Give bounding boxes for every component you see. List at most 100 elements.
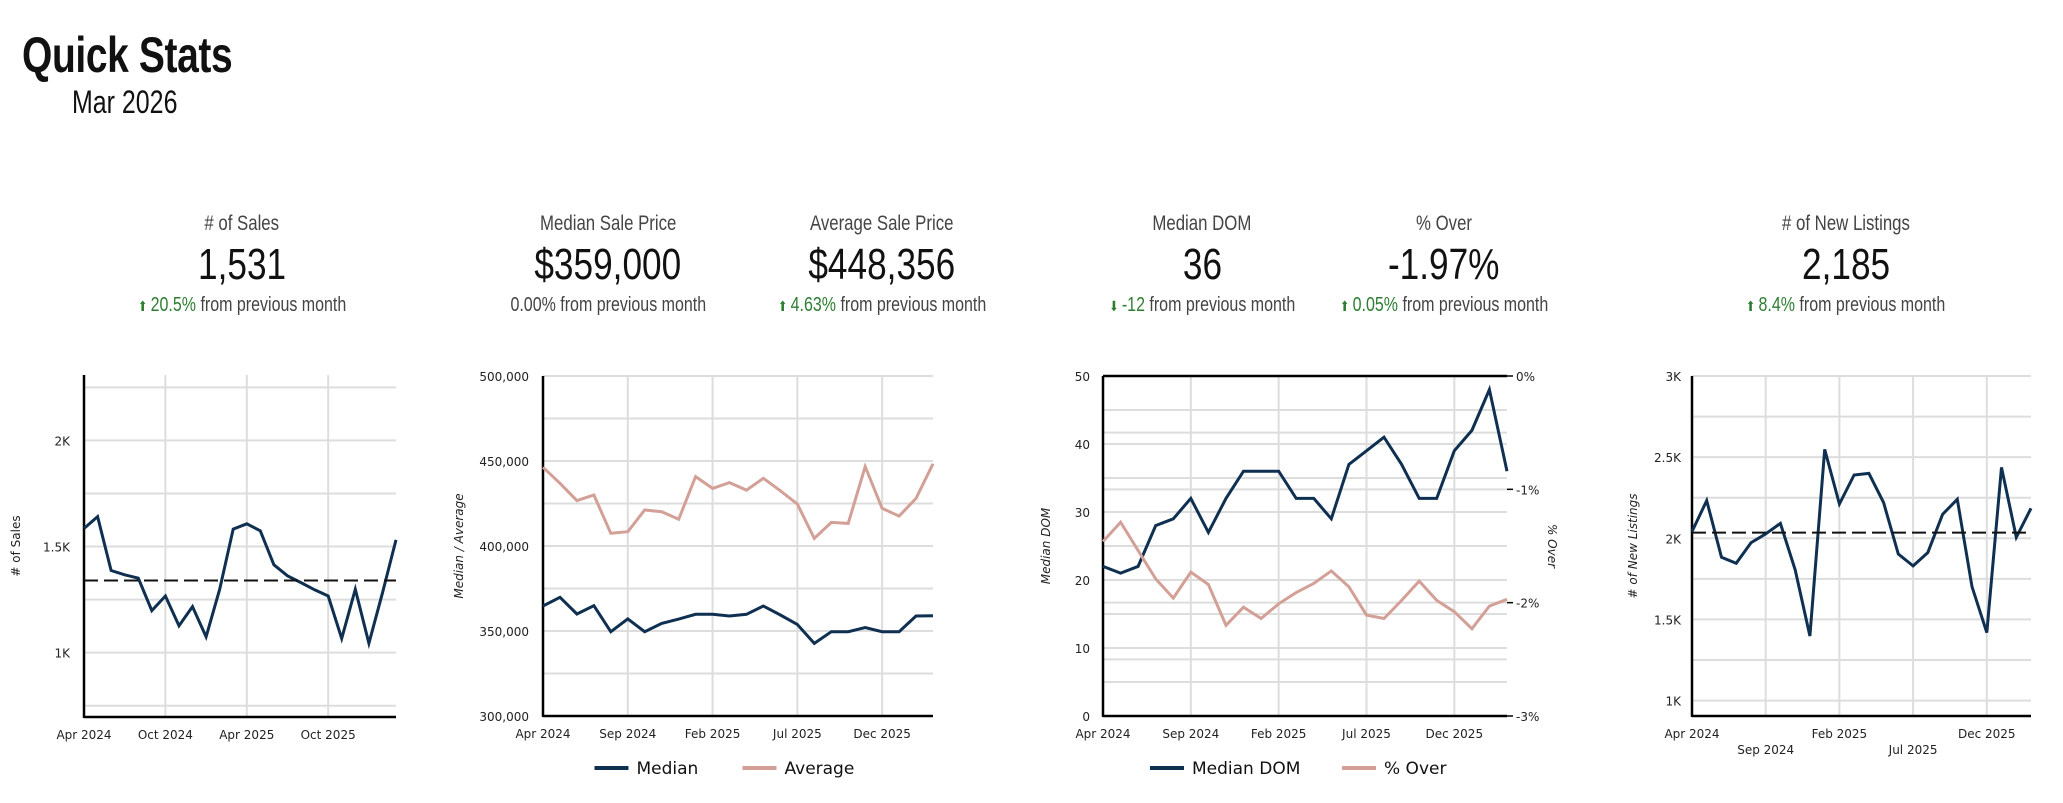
x-tick-label: Sep 2024 [599, 727, 656, 741]
legend-item: Median [594, 759, 699, 779]
x-tick-label: Sep 2024 [1737, 743, 1794, 757]
legend-item: Average [742, 759, 855, 779]
kpi-change-suffix: from previous month [1799, 294, 1946, 316]
x-tick-label: Dec 2025 [853, 727, 911, 741]
x-tick-label: Apr 2024 [56, 728, 111, 742]
kpi-change: 0.00% [510, 294, 556, 316]
legend-item: Median DOM [1150, 759, 1300, 779]
legend-label: Median DOM [1192, 759, 1300, 779]
kpi-change: 20.5% [150, 294, 196, 316]
legend-item: % Over [1342, 759, 1446, 779]
x-tick-label: Oct 2024 [138, 728, 193, 742]
kpi-value: $359,000 [534, 240, 682, 289]
kpi-change-suffix: from previous month [1149, 294, 1295, 316]
series-line--over [1101, 519, 1508, 631]
y-tick-label: 350,000 [479, 625, 529, 639]
report-period: Mar 2026 [72, 84, 178, 120]
kpi-percent-over: % Over -1.97% ⬆ 0.05% from previous month [1244, 212, 1644, 317]
y-tick-label: 400,000 [479, 540, 529, 554]
y-tick-label: 40 [1075, 438, 1090, 452]
kpi-median-dom: Median DOM 36 ⬇ -12 from previous month [1002, 212, 1402, 317]
y-tick-label: 10 [1075, 642, 1090, 656]
y-tick-label: 1.5K [43, 541, 71, 555]
y-tick-label: 450,000 [479, 455, 529, 469]
x-tick-label: Sep 2024 [1162, 727, 1219, 741]
x-tick-label: Apr 2024 [1664, 727, 1719, 741]
kpi-sales: # of Sales 1,531 ⬆ 20.5% from previous mo… [42, 212, 442, 317]
y-tick-label: 3K [1665, 370, 1682, 384]
y-tick-label: 0 [1082, 710, 1090, 724]
x-tick-label: Feb 2025 [1812, 727, 1868, 741]
x-tick-label: Feb 2025 [1251, 727, 1307, 741]
x-tick-label: Jul 2025 [772, 727, 822, 741]
kpi-change: 8.4% [1758, 294, 1796, 316]
series-line-average [541, 462, 935, 541]
kpi-value: 36 [1182, 240, 1222, 289]
x-tick-label: Dec 2025 [1958, 727, 2016, 741]
y-axis-title: Median DOM [1039, 507, 1053, 584]
kpi-change-suffix: from previous month [200, 294, 347, 316]
up-arrow-icon: ⬆ [1746, 298, 1756, 314]
series-line-value [1690, 449, 2033, 637]
x-tick-label: Jul 2025 [1341, 727, 1391, 741]
kpi-new-listings: # of New Listings 2,185 ⬆ 8.4% from previ… [1646, 212, 2046, 317]
y-tick-label: 50 [1075, 370, 1090, 384]
up-arrow-icon: ⬆ [137, 298, 148, 314]
y2-tick-label: -1% [1516, 483, 1539, 497]
kpi-label: Median Sale Price [539, 212, 677, 235]
kpi-value: 1,531 [197, 240, 287, 289]
y2-tick-label: -2% [1516, 597, 1539, 611]
y2-tick-label: -3% [1516, 710, 1539, 724]
x-tick-label: Oct 2025 [301, 728, 356, 742]
kpi-label: # of New Listings [1782, 212, 1910, 235]
kpi-value: -1.97% [1388, 240, 1500, 289]
y2-axis-title: % Over [1545, 524, 1559, 569]
up-arrow-icon: ⬆ [1339, 298, 1350, 314]
y-tick-label: 1K [1665, 695, 1682, 709]
y-axis-title: Median / Average [452, 493, 466, 598]
kpi-label: % Over [1415, 212, 1472, 235]
y-tick-label: 1K [54, 647, 71, 661]
chart-1: Apr 2024 Oct 2024 Apr 2025 Oct 2025 1K 1.5K 2K… [9, 375, 398, 742]
x-tick-label: Apr 2025 [219, 728, 274, 742]
page-title: Quick Stats [22, 27, 233, 83]
x-tick-label: Jul 2025 [1888, 743, 1938, 757]
down-arrow-icon: ⬇ [1109, 298, 1119, 314]
kpi-label: Average Sale Price [810, 212, 954, 235]
y-tick-label: 300,000 [479, 710, 529, 724]
x-tick-label: Feb 2025 [685, 727, 741, 741]
kpi-value: 2,185 [1801, 240, 1891, 289]
x-tick-label: Apr 2024 [515, 727, 570, 741]
legend-label: Average [785, 759, 855, 779]
kpi-change: 4.63% [790, 294, 836, 316]
kpi-value: $448,356 [808, 240, 956, 289]
y2-tick-label: 0% [1516, 370, 1535, 384]
y-tick-label: 500,000 [479, 370, 529, 384]
y-tick-label: 2K [54, 434, 71, 448]
series-line-median-dom [1102, 384, 1509, 575]
chart-3: Apr 2024 Sep 2024 Feb 2025 Jul 2025 Dec 2025… [1039, 370, 1559, 779]
y-tick-label: 20 [1075, 574, 1090, 588]
series-line-median [542, 595, 934, 646]
legend-label: Median [637, 759, 699, 779]
kpi-label: # of Sales [204, 212, 280, 235]
y-tick-label: 1.5K [1654, 613, 1682, 627]
x-tick-label: Dec 2025 [1426, 727, 1484, 741]
kpi-change-suffix: from previous month [1402, 294, 1549, 316]
kpi-median-sale-price: Median Sale Price $359,000 0.00% from pr… [408, 212, 808, 317]
kpi-label: Median DOM [1152, 212, 1252, 235]
y-tick-label: 2.5K [1654, 451, 1682, 465]
chart-4: Apr 2024 Sep 2024 Feb 2025 Jul 2025 Dec 2025… [1626, 370, 2033, 757]
up-arrow-icon: ⬆ [777, 298, 788, 314]
y-axis-title: # of Sales [9, 515, 23, 576]
y-tick-label: 2K [1665, 532, 1682, 546]
kpi-average-sale-price: Average Sale Price $448,356 ⬆ 4.63% from … [682, 212, 1082, 317]
x-tick-label: Apr 2024 [1075, 727, 1130, 741]
legend-label: % Over [1384, 759, 1446, 779]
chart-2: Apr 2024 Sep 2024 Feb 2025 Jul 2025 Dec 2025… [452, 370, 935, 779]
kpi-change: -12 [1121, 294, 1145, 316]
series-line-value [83, 513, 398, 650]
kpi-change-suffix: from previous month [559, 294, 706, 316]
y-axis-title: # of New Listings [1626, 493, 1640, 598]
